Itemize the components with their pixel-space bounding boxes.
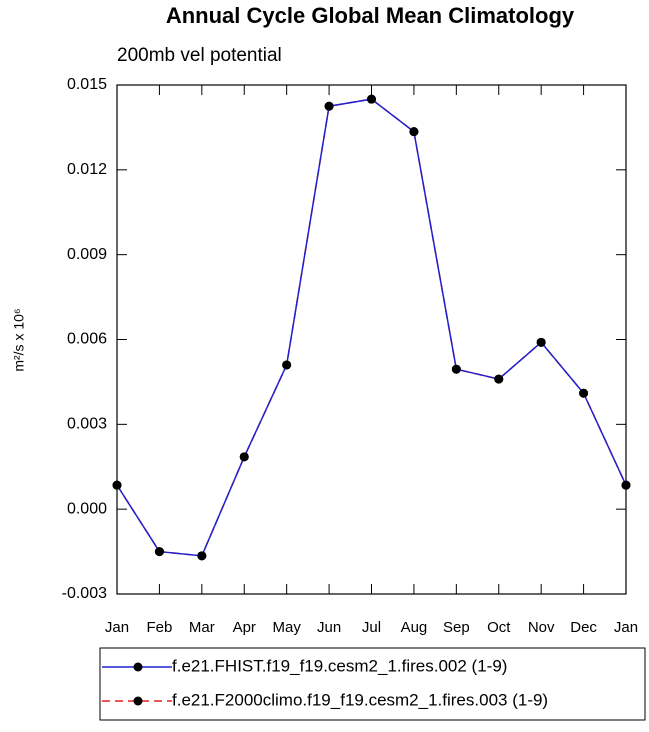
legend-label: f.e21.F2000climo.f19_f19.cesm2_1.fires.0… (172, 690, 548, 709)
data-point (112, 480, 122, 490)
data-point (324, 101, 334, 111)
x-tick-label: Jun (317, 619, 341, 636)
data-point (579, 388, 589, 398)
data-point (451, 364, 461, 374)
x-tick-label: Apr (233, 619, 256, 636)
chart-title: Annual Cycle Global Mean Climatology (166, 3, 575, 28)
data-point (239, 452, 249, 462)
x-tick-label: Jan (105, 619, 129, 636)
x-tick-label: Aug (401, 619, 428, 636)
x-tick-label: Jul (362, 619, 381, 636)
data-point (197, 551, 207, 561)
legend-marker (133, 662, 143, 672)
y-tick-label: 0.012 (67, 161, 107, 178)
x-tick-label: Mar (189, 619, 215, 636)
legend-label: f.e21.FHIST.f19_f19.cesm2_1.fires.002 (1… (172, 656, 507, 675)
series-line (116, 98, 627, 557)
x-tick-label: Jan (614, 619, 638, 636)
x-tick-label: Dec (570, 619, 597, 636)
data-point (367, 94, 376, 104)
x-tick-label: Oct (487, 619, 511, 636)
x-tick-label: Sep (443, 619, 470, 636)
y-axis-label: m²/s x 10⁶ (11, 308, 27, 371)
chart-subtitle: 200mb vel potential (117, 45, 282, 66)
y-tick-label: 0.006 (67, 331, 107, 348)
legend-marker (133, 696, 143, 706)
x-tick-label: May (272, 619, 301, 636)
data-point (409, 127, 419, 137)
y-tick-label: 0.015 (67, 76, 107, 93)
series-line (116, 98, 627, 557)
y-tick-label: -0.003 (62, 585, 107, 602)
data-point (494, 374, 504, 384)
y-tick-label: 0.000 (67, 500, 107, 517)
data-point (154, 547, 164, 557)
data-point (282, 360, 292, 370)
y-tick-label: 0.003 (67, 416, 107, 433)
legend-box (99, 647, 646, 721)
y-tick-label: 0.009 (67, 246, 107, 263)
plot-frame (116, 84, 627, 595)
data-point (536, 337, 546, 347)
x-tick-label: Feb (146, 619, 172, 636)
x-tick-label: Nov (528, 619, 555, 636)
data-point (621, 480, 631, 490)
